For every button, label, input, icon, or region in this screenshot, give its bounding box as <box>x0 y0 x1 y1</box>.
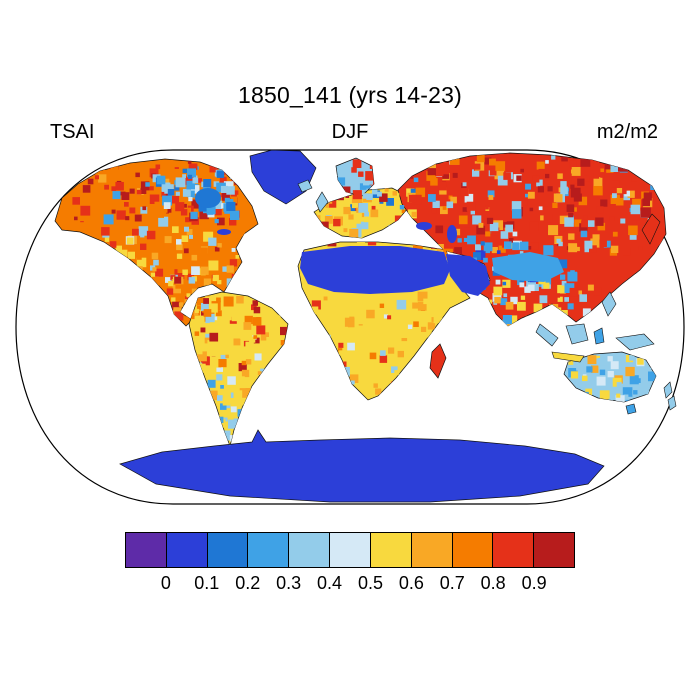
colorbar-cell-4 <box>289 533 331 567</box>
sahara-region <box>300 246 450 294</box>
madagascar <box>429 343 447 379</box>
philippines <box>601 291 617 317</box>
colorbar-cell-3 <box>248 533 290 567</box>
colorbar-tick: 0.9 <box>521 573 547 593</box>
great-lakes <box>217 229 231 235</box>
units-label: m2/m2 <box>596 121 658 143</box>
colorbar-cell-7 <box>411 533 453 567</box>
japan <box>641 213 661 245</box>
java <box>551 351 585 363</box>
colorbar-tick: 0.2 <box>235 573 261 593</box>
colorbar-tick: 0.8 <box>480 573 506 593</box>
colorbar-tick: 0 <box>160 573 171 593</box>
low-value-overlays <box>195 188 564 296</box>
world-map <box>15 149 685 505</box>
new-zealand-north <box>663 381 673 399</box>
hudson-bay <box>195 188 221 208</box>
colorbar-tick: 0.7 <box>439 573 465 593</box>
borneo <box>565 323 589 345</box>
tibet-region <box>492 252 564 282</box>
colorbar-cell-6 <box>370 533 412 567</box>
colorbar-cell-9 <box>493 533 535 567</box>
colorbar-cell-8 <box>452 533 494 567</box>
new-zealand-south <box>667 395 677 411</box>
caspian-sea <box>447 225 457 243</box>
british-isles <box>315 191 329 213</box>
plot-title: 1850_141 (yrs 14-23) <box>238 82 462 108</box>
colorbar-cells <box>125 532 575 568</box>
colorbar-tick: 0.6 <box>398 573 424 593</box>
colorbar-tick: 0.1 <box>194 573 220 593</box>
continent-antarctica <box>119 429 605 503</box>
colorbar: 0 0.1 0.2 0.3 0.4 0.5 0.6 0.7 0.8 0.9 <box>125 532 575 593</box>
colorbar-tick: 0.4 <box>317 573 343 593</box>
sumatra <box>535 323 559 347</box>
iceland <box>297 179 313 193</box>
arabia-region <box>446 254 490 296</box>
colorbar-tick: 0.5 <box>357 573 383 593</box>
greenland <box>249 149 317 205</box>
colorbar-tick-labels: 0 0.1 0.2 0.3 0.4 0.5 0.6 0.7 0.8 0.9 <box>125 573 575 595</box>
variable-label: TSAI <box>50 121 95 143</box>
sulawesi <box>593 327 605 345</box>
colorbar-tick: 0.3 <box>276 573 302 593</box>
colorbar-cell-2 <box>207 533 249 567</box>
colorbar-cell-5 <box>330 533 371 567</box>
colorbar-cell-0 <box>126 533 167 567</box>
islands-group <box>297 179 677 415</box>
black-sea <box>416 222 432 230</box>
colorbar-cell-1 <box>166 533 208 567</box>
new-guinea <box>615 333 655 351</box>
plot-subheader: TSAI DJF m2/m2 <box>0 121 700 145</box>
colorbar-cell-10 <box>534 533 574 567</box>
season-label: DJF <box>331 121 369 143</box>
tasmania <box>625 403 637 415</box>
